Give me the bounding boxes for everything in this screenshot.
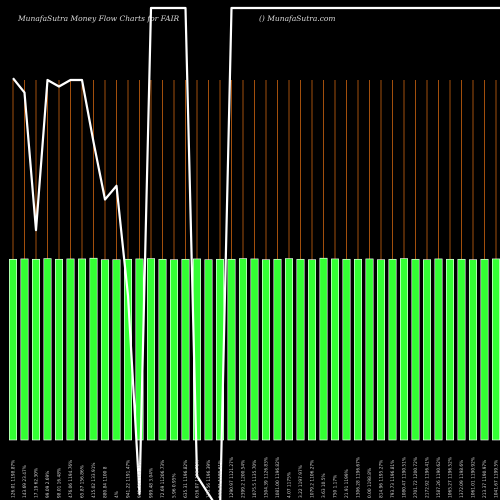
money-flow-bar	[89, 257, 98, 441]
x-tick-label: 999.48 3.04%	[149, 468, 155, 498]
money-flow-bar	[342, 258, 351, 441]
x-tick-label: 880.84 1100 8	[103, 466, 109, 498]
x-tick-label: 3.63 10.5%	[321, 473, 327, 498]
x-tick-label: 635.31 1196.82%	[183, 460, 189, 498]
x-tick-label: 99.09 2.69%	[45, 471, 51, 498]
x-tick-label: 1504.39 1126.83%	[264, 457, 270, 498]
money-flow-bar	[112, 259, 121, 441]
money-flow-bar	[388, 258, 397, 441]
money-flow-bar	[399, 258, 408, 441]
x-tick-label: 4%	[114, 491, 120, 498]
money-flow-bar	[434, 258, 443, 441]
x-tick-label: 616.07 1196.71%	[195, 460, 201, 498]
x-tick-label: 21.91 1199%	[344, 469, 350, 498]
x-tick-label: 4.07 1175%	[287, 472, 293, 498]
money-flow-bar	[204, 259, 213, 441]
x-tick-label: 1372.09 1198.6%	[459, 460, 465, 498]
x-tick-label: 0.00 1198.8%	[367, 468, 373, 498]
x-tick-label: 1041.67 1199.5%	[494, 460, 500, 498]
money-flow-bar	[78, 258, 87, 441]
money-flow-bar	[480, 258, 489, 441]
chart-title: MunafaSutra Money Flow Charts for FAIR	[18, 14, 180, 23]
site-credit: () MunafaSutra.com	[259, 14, 336, 23]
x-tick-label: 2399.2 1200.54%	[241, 460, 247, 498]
money-flow-bar	[239, 258, 248, 441]
money-flow-bar	[250, 258, 259, 441]
x-tick-label: 1306.28 1196.67%	[356, 457, 362, 498]
money-flow-bar	[9, 258, 18, 441]
x-tick-label: 1065.27 1196.52%	[448, 457, 454, 498]
money-flow-bar	[330, 258, 339, 441]
money-flow-bar	[31, 258, 40, 441]
money-flow-bar	[261, 259, 270, 441]
x-tick-label: 1075.5 1135.70%	[252, 460, 258, 498]
money-flow-bar	[147, 258, 156, 441]
money-flow-bar	[411, 258, 420, 441]
money-flow-bar	[227, 258, 236, 441]
x-tick-label: 126.01 1198.87%	[11, 460, 17, 498]
x-tick-label: 1080.47 1190.51%	[402, 457, 408, 498]
x-tick-label: 415.02 133.91%	[91, 462, 97, 498]
money-flow-bar	[284, 258, 293, 441]
money-flow-bar	[296, 258, 305, 441]
money-flow-bar	[319, 257, 328, 441]
money-flow-bar	[66, 258, 75, 441]
x-tick-label: 1081.00 1196.82%	[275, 457, 281, 498]
x-tick-label: 143.69 23.47%	[22, 465, 28, 498]
x-tick-label: 2172.92 1196.41%	[425, 457, 431, 498]
money-flow-bars	[9, 257, 500, 441]
x-tick-label: 1587.26 1190.62%	[436, 457, 442, 498]
money-flow-bar	[181, 258, 190, 441]
x-tick-label: 949.78 1163.75%	[137, 460, 143, 498]
x-tick-label: 528.81 1180.61%	[218, 460, 224, 498]
x-tick-label: 72.69 11206.73%	[160, 460, 166, 498]
money-flow-bar	[353, 258, 362, 441]
x-tick-label: 3.22 1197.97%	[298, 465, 304, 498]
x-tick-label: 17.19 62.30%	[34, 468, 40, 498]
x-tick-label: 98.01 16.48%	[57, 468, 63, 498]
x-tick-label: 941.22 1191.47%	[126, 460, 132, 498]
money-flow-bar	[491, 258, 500, 441]
money-flow-bar	[20, 258, 29, 441]
money-flow-bar	[43, 258, 52, 441]
x-tick-label: 2701.72 1200.72%	[413, 457, 419, 498]
x-tick-label: 1290.97 1121.27%	[229, 457, 235, 498]
money-flow-bar	[170, 259, 179, 441]
money-flow-bar	[365, 258, 374, 441]
x-tick-label: 1061.01 1190.92%	[471, 457, 477, 498]
money-flow-bar	[101, 259, 110, 441]
price-line	[12, 6, 500, 500]
x-tick-label: 213.37 1190.97%	[482, 460, 488, 498]
money-flow-bar	[158, 258, 167, 441]
x-tick-labels: 126.01 1198.87% 143.69 23.47% 17.19 62.30%…	[11, 457, 500, 498]
x-tick-label: 65.87 156.86%	[80, 465, 86, 498]
money-flow-bar	[457, 258, 466, 441]
money-flow-bar	[376, 259, 385, 441]
x-tick-label: 476.06 1194.76%	[68, 460, 74, 498]
x-tick-label: 5.96 0.95%	[172, 473, 178, 498]
money-flow-bar	[445, 258, 454, 441]
money-flow-bar	[307, 259, 316, 441]
money-flow-bar	[422, 259, 431, 441]
money-flow-bar	[54, 258, 63, 441]
x-tick-label: 1079.2 1106.27%	[310, 460, 316, 498]
x-tick-label: 750 1.17%	[333, 475, 339, 498]
x-tick-label: 793.73 1196.81%	[390, 460, 396, 498]
x-tick-label: 814.96 1195.27%	[379, 460, 385, 498]
price-line-layer	[12, 6, 500, 500]
money-flow-bar	[273, 258, 282, 441]
money-flow-bar	[468, 259, 477, 441]
x-tick-label: 175.56 1196.39%	[206, 460, 212, 498]
